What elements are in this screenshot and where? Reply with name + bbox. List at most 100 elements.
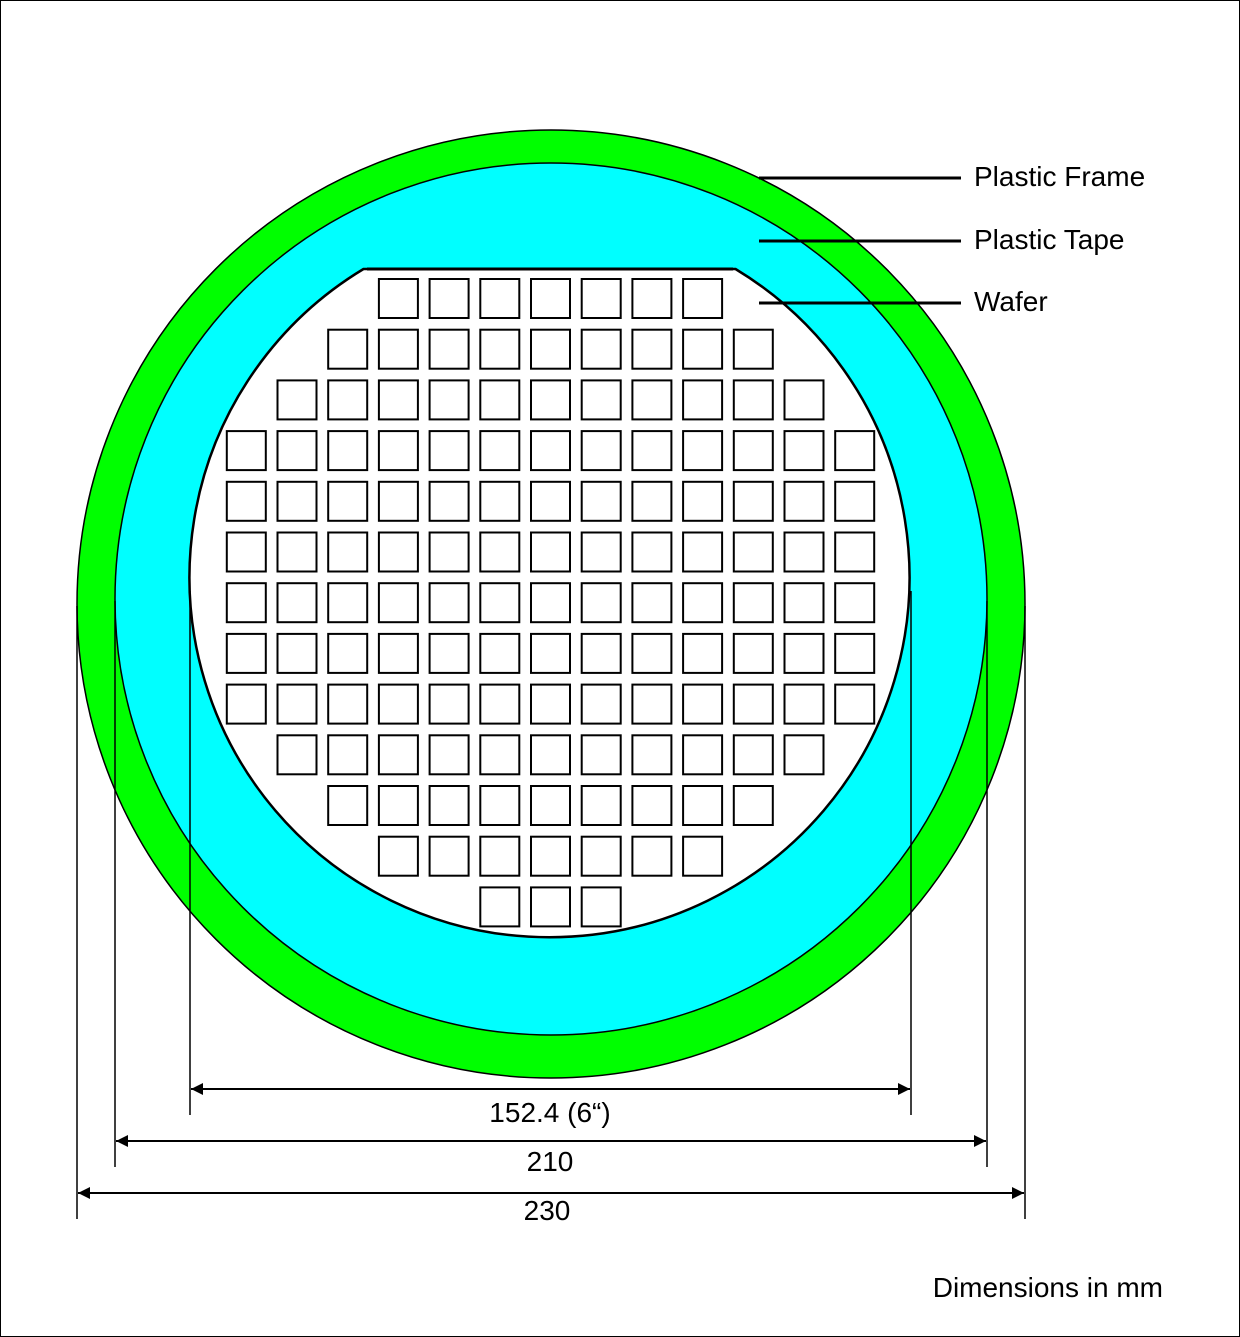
die [377,835,419,877]
die [530,328,571,370]
die [479,785,521,826]
die [732,430,774,472]
die [631,278,673,319]
die [580,835,622,877]
die [225,531,267,573]
die [377,683,419,725]
die [631,632,673,674]
die [225,683,267,725]
die [225,582,267,624]
die [530,683,571,725]
die [327,632,369,674]
die [530,531,571,573]
die [580,632,622,674]
die [783,379,825,421]
die [276,632,318,674]
die [225,480,267,522]
die [631,835,673,877]
die [428,430,470,472]
die [783,683,825,725]
die [428,480,470,522]
die [327,480,369,522]
die [682,278,724,319]
die [327,734,369,776]
die [783,582,825,624]
die [631,683,673,725]
die [580,582,622,624]
die [479,278,521,319]
die [580,531,622,573]
die [276,379,318,421]
die [377,632,419,674]
die [327,531,369,573]
die [783,632,825,674]
die [479,683,521,725]
die [834,430,876,472]
die [631,379,673,421]
die [327,785,369,826]
die [276,430,318,472]
die [377,785,419,826]
die [783,734,825,776]
die [682,683,724,725]
die [428,531,470,573]
die [428,632,470,674]
die [682,582,724,624]
die [631,430,673,472]
label-wafer: Wafer [974,286,1048,317]
die [276,480,318,522]
die [580,734,622,776]
die [530,379,571,421]
die [327,379,369,421]
die [276,683,318,725]
die [377,278,419,319]
die [631,328,673,370]
die [428,328,470,370]
die [428,835,470,877]
die [580,480,622,522]
die [834,480,876,522]
die [732,480,774,522]
die [327,683,369,725]
die [530,430,571,472]
die [732,582,774,624]
die [834,531,876,573]
die [580,683,622,725]
die [732,531,774,573]
die [530,278,571,319]
dimension-label-tape: 210 [527,1146,574,1177]
die [377,480,419,522]
die [428,785,470,826]
die [479,582,521,624]
die [580,430,622,472]
die [732,328,774,370]
die [428,683,470,725]
die [732,683,774,725]
die [479,886,521,928]
die [479,734,521,776]
die [530,632,571,674]
dimension-label-wafer: 152.4 (6“) [489,1097,610,1128]
die [225,430,267,472]
die [428,379,470,421]
die [580,278,622,319]
die [682,328,724,370]
die [479,632,521,674]
die [377,328,419,370]
die [732,734,774,776]
die [479,835,521,877]
die [580,785,622,826]
label-plastic-frame: Plastic Frame [974,161,1145,192]
die [682,379,724,421]
die [580,379,622,421]
die [327,430,369,472]
die [530,835,571,877]
die [327,582,369,624]
die [377,531,419,573]
die [377,430,419,472]
die [682,632,724,674]
die [682,480,724,522]
die [428,734,470,776]
die [732,785,774,826]
